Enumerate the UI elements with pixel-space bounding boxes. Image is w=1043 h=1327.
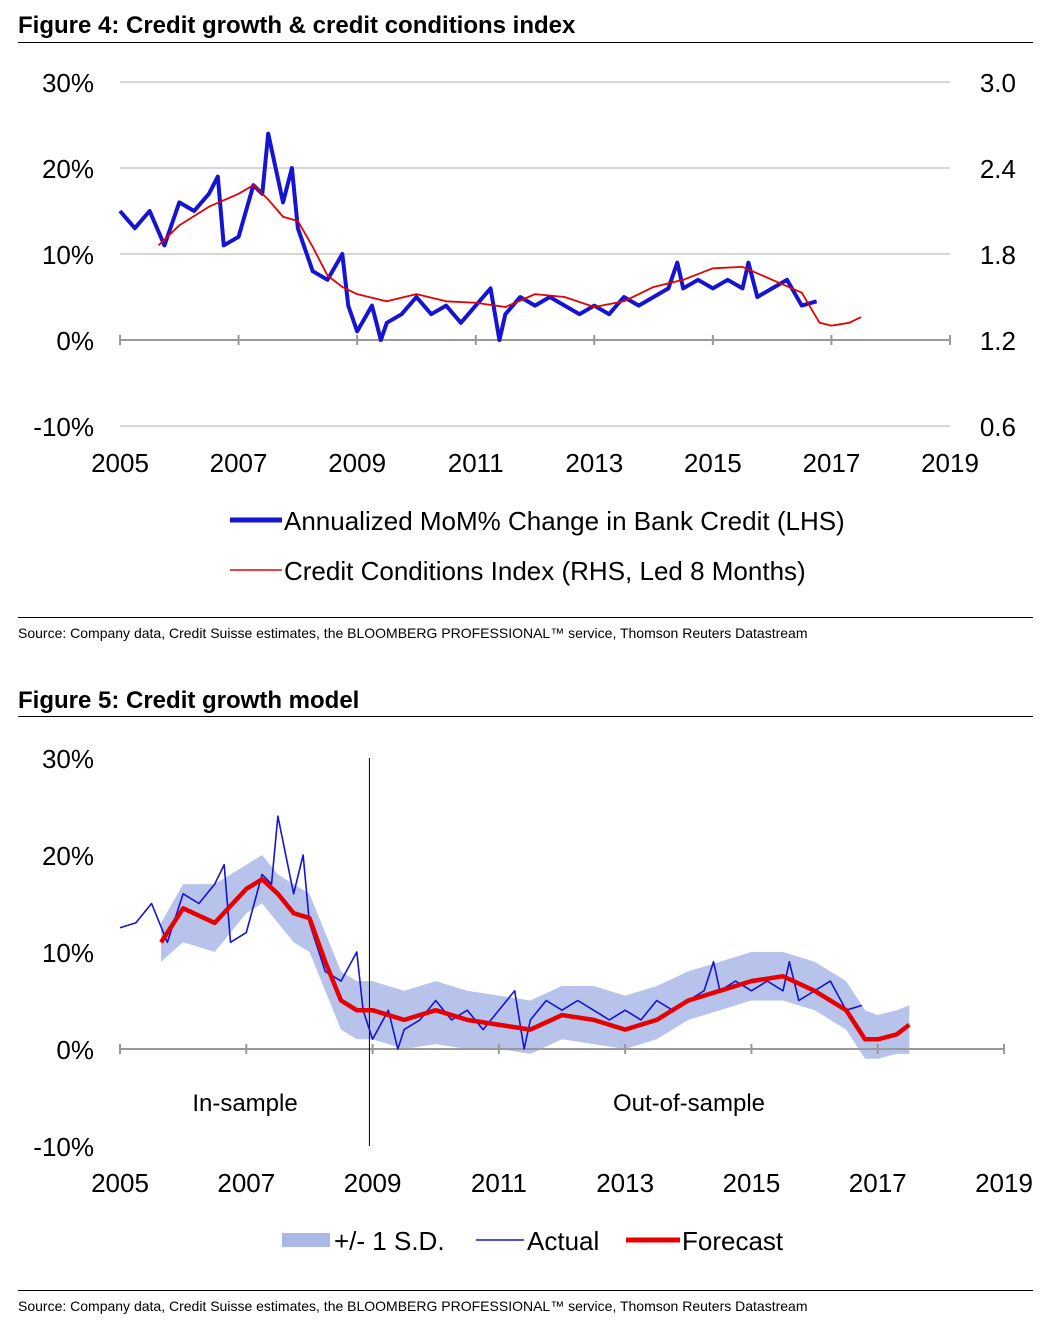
figure-5-title: Figure 5: Credit growth model — [18, 687, 360, 714]
series-line-bank-credit — [118, 131, 818, 342]
x-tick-label: 2011 — [448, 448, 504, 478]
x-tick-label: 2017 — [849, 1168, 907, 1198]
annotations: In-sample Out-of-sample — [192, 1090, 765, 1117]
x-tick-label: 2017 — [803, 448, 861, 478]
y-tick-label: -10% — [33, 1132, 94, 1162]
grid-lines — [120, 81, 950, 427]
x-tick-label: 2015 — [684, 448, 742, 478]
series-line-forecast — [159, 877, 911, 1042]
x-tick-label: 2015 — [723, 1168, 781, 1198]
x-axis — [119, 335, 951, 345]
sd-band — [161, 855, 910, 1059]
y-tick-label-left: 0% — [56, 326, 94, 356]
figure-4-source: Source: Company data, Credit Suisse esti… — [18, 625, 808, 641]
series-group — [118, 131, 862, 342]
tick-labels: 30% 3.0 20% 2.4 10% 1.8 0% 1.2 -10% 0.6 2005 2007 20… — [33, 68, 1016, 478]
figure-4-title: Figure 4: Credit growth & credit conditi… — [18, 12, 576, 39]
legend-label-sd-band: +/- 1 S.D. — [334, 1226, 445, 1256]
y-tick-label-right: 2.4 — [980, 154, 1016, 184]
x-tick-label: 2019 — [975, 1168, 1033, 1198]
y-tick-label-right: 1.2 — [980, 326, 1016, 356]
y-tick-label-right: 0.6 — [980, 412, 1016, 442]
legend: +/- 1 S.D. Actual Forecast — [282, 1226, 784, 1256]
figure-5-chart: 30% 20% 10% 0% -10% 2005 2007 2009 2011 2013 2015 2… — [33, 744, 1033, 1256]
x-tick-label: 2005 — [91, 448, 149, 478]
legend-swatch-sd-band — [282, 1233, 330, 1247]
figure-5-source: Source: Company data, Credit Suisse esti… — [18, 1298, 808, 1314]
sd-band-group — [161, 855, 910, 1059]
y-tick-label-right: 3.0 — [980, 68, 1016, 98]
legend-label-forecast: Forecast — [682, 1226, 784, 1256]
y-tick-label: 30% — [42, 744, 94, 774]
figure-5-source-rule — [18, 1290, 1033, 1291]
figure-4-title-rule — [18, 42, 1033, 43]
legend-label-actual: Actual — [527, 1226, 599, 1256]
y-tick-label: 10% — [42, 938, 94, 968]
series-group — [119, 815, 911, 1050]
x-tick-label: 2019 — [921, 448, 979, 478]
x-tick-label: 2007 — [217, 1168, 275, 1198]
figure-5-title-rule — [18, 716, 1033, 717]
y-tick-label-right: 1.8 — [980, 240, 1016, 270]
figure-4-source-rule — [18, 617, 1033, 618]
legend-label-bank-credit: Annualized MoM% Change in Bank Credit (L… — [284, 506, 845, 536]
figure-4-chart: 30% 3.0 20% 2.4 10% 1.8 0% 1.2 -10% 0.6 2005 2007 20… — [33, 68, 1016, 586]
x-tick-label: 2007 — [210, 448, 268, 478]
annotation-in-sample: In-sample — [192, 1090, 297, 1117]
y-tick-label-left: -10% — [33, 412, 94, 442]
y-tick-label-left: 20% — [42, 154, 94, 184]
y-tick-label: 20% — [42, 841, 94, 871]
y-tick-label: 0% — [56, 1035, 94, 1065]
legend: Annualized MoM% Change in Bank Credit (L… — [230, 506, 845, 586]
series-line-credit-conditions — [157, 184, 862, 327]
x-tick-label: 2011 — [471, 1168, 527, 1198]
x-tick-label: 2005 — [91, 1168, 149, 1198]
tick-labels: 30% 20% 10% 0% -10% 2005 2007 2009 2011 2013 2015 2… — [33, 744, 1033, 1198]
series-line-actual — [119, 815, 863, 1050]
y-tick-label-left: 10% — [42, 240, 94, 270]
x-tick-label: 2013 — [596, 1168, 654, 1198]
y-tick-label-left: 30% — [42, 68, 94, 98]
x-tick-label: 2013 — [565, 448, 623, 478]
legend-label-credit-conditions: Credit Conditions Index (RHS, Led 8 Mont… — [284, 556, 806, 586]
x-tick-label: 2009 — [344, 1168, 402, 1198]
x-axis — [119, 758, 1005, 1146]
x-tick-label: 2009 — [328, 448, 386, 478]
annotation-out-of-sample: Out-of-sample — [613, 1090, 765, 1117]
